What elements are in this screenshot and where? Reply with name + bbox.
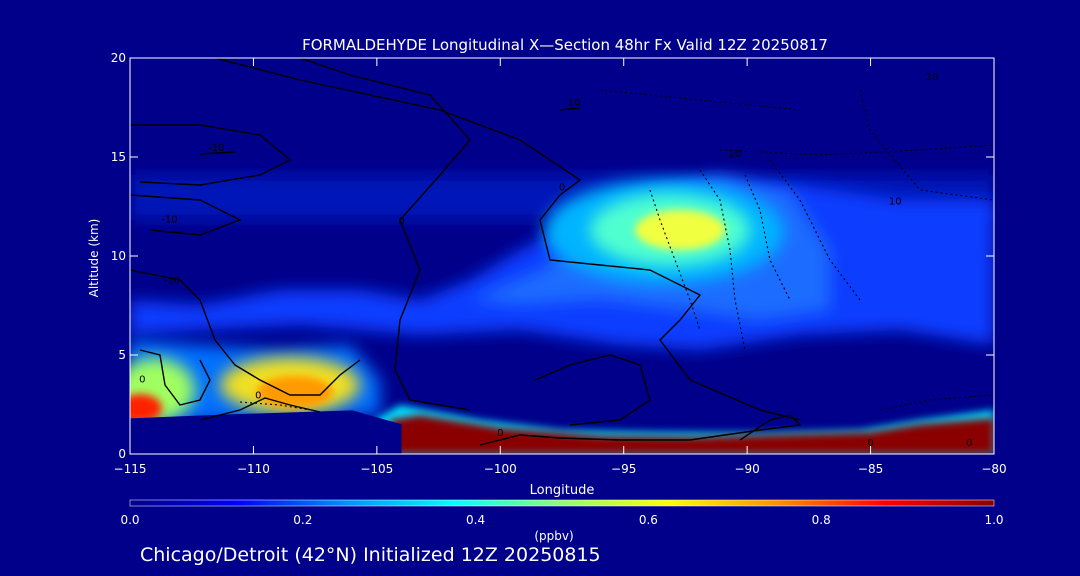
y-axis: 0 5 10 15 20	[111, 51, 994, 461]
colorbar-tick-label: 0.0	[120, 513, 139, 527]
contour-label: 0	[139, 375, 145, 386]
contour-label: 0	[966, 438, 972, 449]
x-tick-label: −100	[484, 462, 517, 476]
chart-title: FORMALDEHYDE Longitudinal X—Section 48hr…	[302, 36, 828, 54]
contour-line	[130, 194, 242, 236]
contour-label: -10	[164, 276, 180, 287]
east-surface-maroon	[390, 415, 994, 454]
colorbar-tick-label: 0.4	[466, 513, 485, 527]
contour-line-dotted	[719, 144, 994, 156]
contour-label: 0	[559, 183, 565, 194]
x-tick-label: −85	[858, 462, 883, 476]
colorbar-tick-label: 0.8	[812, 513, 831, 527]
contour-line	[139, 349, 211, 406]
x-axis-label: Longitude	[530, 483, 595, 498]
x-tick-label: −95	[611, 462, 636, 476]
mountain-bl-orange	[257, 376, 333, 408]
y-tick-label: 15	[111, 150, 126, 164]
contour-label: -10	[161, 214, 177, 225]
y-tick-label: 20	[111, 51, 126, 65]
contour-line	[199, 151, 236, 155]
x-tick-label: −115	[114, 462, 147, 476]
terrain-mask	[130, 410, 402, 454]
contour-line	[130, 269, 361, 396]
colorbar-tick-label: 0.2	[293, 513, 312, 527]
contour-labels: -10 -10 -10 0 0 0 0 0 10 10 10 10 0 0	[139, 72, 972, 449]
contour-label: 10	[926, 72, 939, 83]
contour-line-dotted	[649, 189, 701, 331]
colorbar	[129, 499, 995, 507]
contour-line-dotted	[239, 401, 311, 411]
x-axis: −115 −110 −105 −100 −95 −90 −85 −80	[114, 58, 1007, 476]
x-tick-label: −105	[360, 462, 393, 476]
contour-line	[559, 107, 581, 111]
contour-line	[214, 58, 801, 421]
contour-lines-dotted	[239, 89, 994, 411]
contour-label: 10	[889, 197, 902, 208]
y-axis-label: Altitude (km)	[87, 219, 101, 298]
contour-label: 0	[398, 216, 404, 227]
contour-label: 0	[255, 391, 261, 402]
west-bl-red	[130, 394, 162, 422]
colorbar-tick-label: 0.6	[639, 513, 658, 527]
contour-line	[479, 414, 802, 446]
colorbar-ticks: 0.0 0.2 0.4 0.6 0.8 1.0	[120, 513, 1003, 527]
contour-line	[199, 397, 321, 421]
contour-line-dotted	[879, 394, 994, 411]
y-tick-label: 0	[118, 447, 126, 461]
y-tick-label: 10	[111, 249, 126, 263]
contour-line	[299, 58, 471, 411]
contour-label: 10	[568, 98, 581, 109]
contour-line	[534, 354, 651, 426]
contour-line	[130, 124, 292, 186]
contour-label: -10	[208, 143, 224, 154]
y-tick-label: 5	[118, 348, 126, 362]
contour-line-dotted	[599, 89, 801, 111]
contour-label: 0	[497, 428, 503, 439]
contour-label: 0	[867, 438, 873, 449]
plume-core	[635, 210, 725, 250]
contour-lines	[130, 58, 802, 446]
footer-caption: Chicago/Detroit (42°N) Initialized 12Z 2…	[140, 544, 601, 566]
contour-line-dotted	[769, 159, 861, 301]
colorbar-tick-label: 1.0	[984, 513, 1003, 527]
contour-label: 10	[728, 149, 741, 160]
colorbar-label: (ppbv)	[534, 529, 573, 543]
x-tick-label: −90	[734, 462, 759, 476]
x-tick-label: −80	[981, 462, 1006, 476]
x-tick-label: −110	[237, 462, 270, 476]
contour-line-dotted	[744, 174, 791, 301]
concentration-field: -10 -10 -10 0 0 0 0 0 10 10 10 10 0 0	[130, 58, 994, 454]
contour-line-dotted	[859, 89, 994, 201]
